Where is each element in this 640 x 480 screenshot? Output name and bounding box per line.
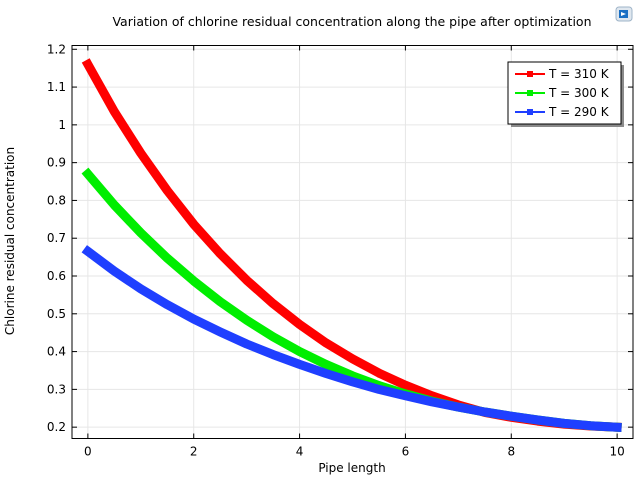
y-tick-label: 0.9: [47, 156, 66, 170]
x-tick-label: 2: [190, 445, 198, 459]
x-tick-label: 10: [609, 445, 624, 459]
y-tick-label: 0.3: [47, 382, 66, 396]
y-tick-label: 0.2: [47, 420, 66, 434]
y-tick-label: 0.4: [47, 345, 66, 359]
y-axis-label: Chlorine residual concentration: [3, 147, 17, 335]
logo-icon[interactable]: [615, 6, 633, 22]
series-lines: [81, 58, 622, 432]
y-tick-label: 1.2: [47, 42, 66, 56]
legend-label: T = 290 K: [548, 105, 610, 119]
series-line-2: [81, 245, 622, 432]
y-tick-label: 1.1: [47, 80, 66, 94]
chart-title: Variation of chlorine residual concentra…: [112, 14, 591, 29]
legend-marker: [527, 90, 533, 96]
legend-marker: [527, 109, 533, 115]
x-tick-label: 4: [296, 445, 304, 459]
x-axis-label: Pipe length: [318, 461, 385, 475]
y-tick-label: 0.6: [47, 269, 66, 283]
x-tick-label: 8: [507, 445, 515, 459]
grid: [72, 45, 633, 439]
y-tick-label: 1: [58, 118, 66, 132]
plot-frame: [71, 45, 634, 439]
y-tick-label: 0.7: [47, 231, 66, 245]
axis-ticks: 0 2 4 6 8 10 0.2 0.3 0.4 0.5 0.6 0.7 0.8 0.9 1 1.1 1.2: [47, 42, 633, 459]
legend: T = 310 K T = 300 K T = 290 K: [507, 61, 624, 127]
y-tick-label: 0.8: [47, 193, 66, 207]
legend-marker: [527, 71, 533, 77]
legend-label: T = 300 K: [548, 86, 610, 100]
x-tick-label: 6: [402, 445, 410, 459]
legend-label: T = 310 K: [548, 67, 610, 81]
x-tick-label: 0: [84, 445, 92, 459]
y-tick-label: 0.5: [47, 307, 66, 321]
